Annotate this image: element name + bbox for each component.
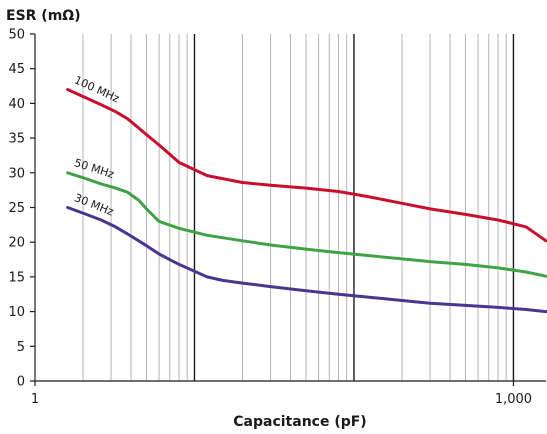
series-line: [66, 88, 547, 243]
series-line: [66, 171, 547, 278]
y-tick-label: 0: [17, 375, 25, 390]
y-tick-label: 30: [8, 166, 25, 181]
grid-layer: [82, 34, 515, 381]
y-axis-title: ESR (mΩ): [6, 8, 81, 24]
y-tick-label: 35: [8, 132, 25, 147]
y-tick-label: 45: [8, 62, 25, 77]
series-label: 30 MHz: [72, 191, 115, 219]
series-line: [66, 206, 547, 314]
y-tick-label: 20: [8, 236, 25, 251]
x-tick-label: 1,000: [495, 392, 532, 407]
y-tick-label: 40: [8, 97, 25, 112]
series-layer: [66, 88, 547, 314]
axis-layer: 0 5 10 15 20 25 30 35 40 45 50 1 1,000: [8, 28, 546, 407]
x-axis-title: Capacitance (pF): [233, 414, 366, 430]
y-tick-label: 50: [8, 28, 25, 43]
y-tick-label: 25: [8, 201, 25, 216]
y-tick-label: 15: [8, 270, 25, 285]
x-tick-label: 1: [31, 392, 39, 407]
y-tick-label: 10: [8, 305, 25, 320]
y-tick-label: 5: [17, 340, 25, 355]
series-label: 100 MHz: [72, 73, 121, 105]
